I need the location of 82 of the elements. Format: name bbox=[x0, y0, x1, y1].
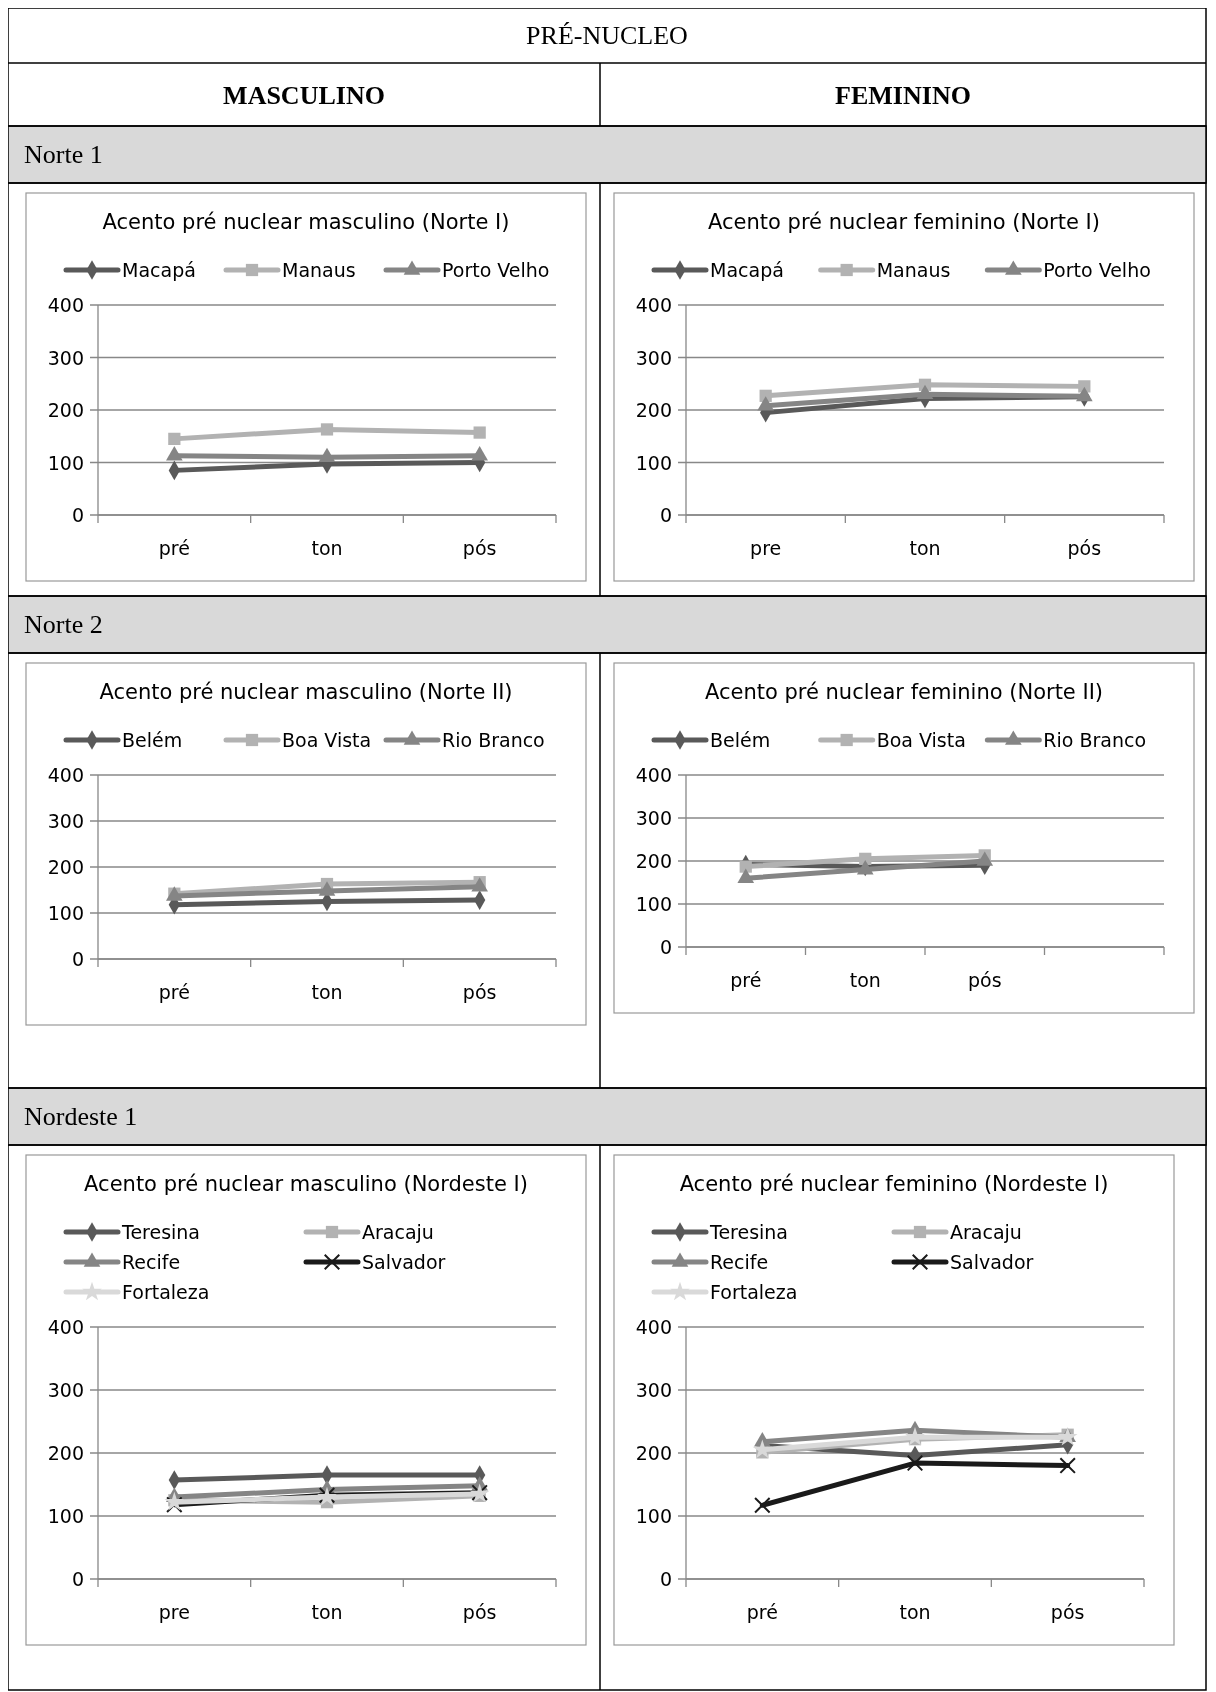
legend-label: Recife bbox=[710, 1251, 769, 1273]
legend-label: Belém bbox=[710, 729, 771, 751]
y-tick-label: 400 bbox=[47, 764, 84, 786]
x-tick-label: pós bbox=[1050, 1601, 1085, 1623]
y-tick-label: 200 bbox=[47, 856, 84, 878]
x-tick-label: pré bbox=[158, 981, 190, 1003]
legend-label: Porto Velho bbox=[1043, 259, 1151, 281]
y-tick-label: 400 bbox=[47, 294, 84, 316]
legend-label: Recife bbox=[122, 1251, 181, 1273]
y-tick-label: 0 bbox=[71, 1568, 84, 1590]
y-tick-label: 0 bbox=[71, 504, 84, 526]
y-tick-label: 100 bbox=[47, 902, 84, 924]
y-tick-label: 200 bbox=[635, 850, 672, 872]
y-tick-label: 300 bbox=[47, 346, 84, 369]
legend-label: Manaus bbox=[282, 259, 356, 281]
legend-label: Rio Branco bbox=[442, 729, 545, 751]
y-tick-label: 300 bbox=[635, 1379, 672, 1401]
chart-title: Acento pré nuclear masculino (Norte II) bbox=[99, 680, 513, 704]
x-tick-label: pre bbox=[750, 537, 782, 559]
legend-label: Manaus bbox=[876, 259, 951, 281]
legend-label: Boa Vista bbox=[282, 729, 372, 751]
chart-title: Acento pré nuclear feminino (Norte II) bbox=[704, 680, 1104, 704]
y-tick-label: 0 bbox=[659, 936, 672, 958]
x-tick-label: pós bbox=[462, 537, 497, 559]
x-tick-label: pós bbox=[1067, 537, 1102, 559]
legend-label: Rio Branco bbox=[1043, 729, 1147, 751]
chart-title: Acento pré nuclear masculino (Nordeste I) bbox=[84, 1172, 528, 1196]
y-tick-label: 400 bbox=[635, 764, 672, 786]
y-tick-label: 300 bbox=[635, 807, 672, 829]
y-tick-label: 400 bbox=[635, 1316, 672, 1338]
y-tick-label: 400 bbox=[635, 294, 672, 316]
x-tick-label: pós bbox=[462, 981, 497, 1003]
legend-label: Teresina bbox=[121, 1221, 201, 1243]
x-tick-label: pre bbox=[158, 1601, 190, 1623]
x-tick-label: ton bbox=[909, 537, 941, 559]
y-tick-label: 200 bbox=[635, 1442, 672, 1464]
legend-label: Boa Vista bbox=[876, 729, 966, 751]
y-tick-label: 300 bbox=[47, 1379, 84, 1401]
y-tick-label: 400 bbox=[47, 1316, 84, 1338]
x-tick-label: ton bbox=[311, 1601, 343, 1623]
chart-title: Acento pré nuclear masculino (Norte I) bbox=[102, 210, 510, 234]
text: PRÉ-NUCLEO bbox=[526, 21, 688, 50]
y-tick-label: 100 bbox=[635, 451, 672, 474]
legend-label: Salvador bbox=[362, 1251, 446, 1273]
y-tick-label: 0 bbox=[659, 1568, 672, 1590]
y-tick-label: 100 bbox=[635, 893, 672, 915]
y-tick-label: 200 bbox=[635, 399, 672, 421]
text: Norte 2 bbox=[24, 610, 103, 639]
x-tick-label: ton bbox=[849, 969, 881, 991]
legend-label: Salvador bbox=[950, 1251, 1034, 1273]
y-tick-label: 300 bbox=[47, 810, 84, 832]
y-tick-label: 0 bbox=[71, 948, 84, 970]
text: Norte 1 bbox=[24, 140, 103, 169]
legend-label: Fortaleza bbox=[122, 1281, 210, 1303]
x-tick-label: ton bbox=[311, 981, 343, 1003]
chart-title: Acento pré nuclear feminino (Norte I) bbox=[708, 210, 1100, 234]
x-tick-label: pré bbox=[730, 969, 762, 991]
y-tick-label: 200 bbox=[47, 1442, 84, 1464]
legend-label: Teresina bbox=[709, 1221, 789, 1243]
y-tick-label: 100 bbox=[635, 1505, 672, 1527]
y-tick-label: 100 bbox=[47, 1505, 84, 1527]
y-tick-label: 0 bbox=[659, 504, 672, 526]
y-tick-label: 300 bbox=[635, 346, 672, 369]
legend-label: Aracaju bbox=[950, 1221, 1022, 1243]
text: FEMININO bbox=[835, 81, 971, 110]
legend-label: Macapá bbox=[122, 259, 196, 281]
text: MASCULINO bbox=[223, 81, 385, 110]
y-tick-label: 200 bbox=[47, 399, 84, 421]
legend-label: Aracaju bbox=[362, 1221, 434, 1243]
x-tick-label: pré bbox=[158, 537, 190, 559]
legend-label: Fortaleza bbox=[710, 1281, 798, 1303]
legend-label: Belém bbox=[122, 729, 183, 751]
x-tick-label: ton bbox=[899, 1601, 931, 1623]
x-tick-label: ton bbox=[311, 537, 343, 559]
legend-label: Porto Velho bbox=[442, 259, 550, 281]
chart-title: Acento pré nuclear feminino (Nordeste I) bbox=[679, 1172, 1109, 1196]
x-tick-label: pré bbox=[746, 1601, 778, 1623]
x-tick-label: pós bbox=[462, 1601, 497, 1623]
x-tick-label: pós bbox=[967, 969, 1002, 991]
legend-label: Macapá bbox=[710, 259, 784, 281]
text: Nordeste 1 bbox=[24, 1102, 138, 1131]
y-tick-label: 100 bbox=[47, 451, 84, 474]
